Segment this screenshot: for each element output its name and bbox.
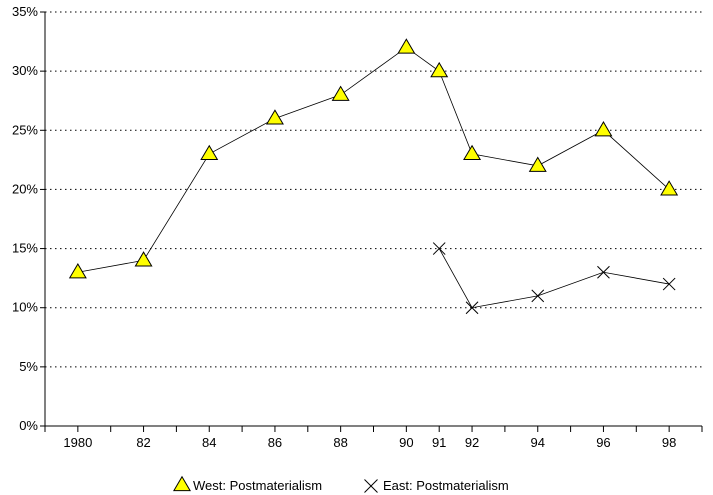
x-tick-label: 92 — [465, 435, 479, 450]
y-tick-label: 15% — [12, 241, 38, 256]
x-tick-label: 96 — [596, 435, 610, 450]
data-point-x-stroke — [364, 479, 378, 493]
series-line — [438, 248, 670, 309]
data-point-x-stroke — [465, 301, 479, 315]
x-tick-labels: 1980 82 84 86 88 90 91 92 94 96 98 — [63, 435, 676, 450]
x-tick-label: 86 — [268, 435, 282, 450]
data-point-triangle — [265, 109, 284, 125]
legend-label-west: West: Postmaterialism — [193, 478, 322, 493]
data-point-x-stroke — [597, 265, 610, 279]
y-tick-labels: 0% 5% 10% 15% 20% 25% 30% 35% — [12, 4, 38, 433]
series-line — [77, 46, 670, 273]
y-tick-label: 35% — [12, 4, 38, 19]
data-point-triangle — [173, 475, 191, 492]
series — [68, 38, 679, 315]
data-point-x — [432, 242, 446, 255]
x-tick-label: 91 — [432, 435, 446, 450]
data-point-x-stroke — [432, 242, 446, 255]
data-point-x — [465, 301, 479, 315]
data-point-triangle — [594, 121, 613, 137]
x-tick-label: 88 — [333, 435, 347, 450]
data-point-x — [531, 289, 545, 303]
x-tick-label: 94 — [531, 435, 545, 450]
y-tick-label: 5% — [19, 359, 38, 374]
data-point-x-stroke — [662, 277, 676, 291]
gridlines — [45, 11, 702, 368]
x-tick-label: 90 — [399, 435, 413, 450]
data-point-triangle — [463, 144, 482, 161]
data-point-x — [662, 277, 676, 291]
y-tick-label: 10% — [12, 300, 38, 315]
data-point-triangle — [397, 38, 416, 54]
data-point-triangle — [528, 156, 547, 172]
x-tick-label: 82 — [136, 435, 150, 450]
y-tick-label: 30% — [12, 63, 38, 78]
data-point-x — [364, 479, 378, 493]
legend: West: Postmaterialism East: Postmateriali… — [173, 475, 509, 493]
series-east — [432, 242, 676, 315]
data-point-triangle — [68, 262, 87, 279]
data-point-triangle — [660, 180, 679, 196]
data-point-triangle — [134, 251, 153, 267]
y-tick-label: 0% — [19, 418, 38, 433]
data-point-triangle — [430, 61, 449, 78]
x-tick-label: 84 — [202, 435, 216, 450]
data-point-triangle — [200, 144, 219, 161]
legend-label-east: East: Postmaterialism — [383, 478, 509, 493]
series-west — [68, 38, 679, 279]
data-point-triangle — [331, 85, 350, 101]
y-tick-label: 20% — [12, 181, 38, 196]
x-tick-label: 98 — [662, 435, 676, 450]
x-tick-label: 1980 — [63, 435, 92, 450]
axes — [40, 11, 703, 432]
data-point-x-stroke — [531, 289, 545, 303]
y-tick-label: 25% — [12, 122, 38, 137]
data-point-x — [597, 265, 610, 279]
